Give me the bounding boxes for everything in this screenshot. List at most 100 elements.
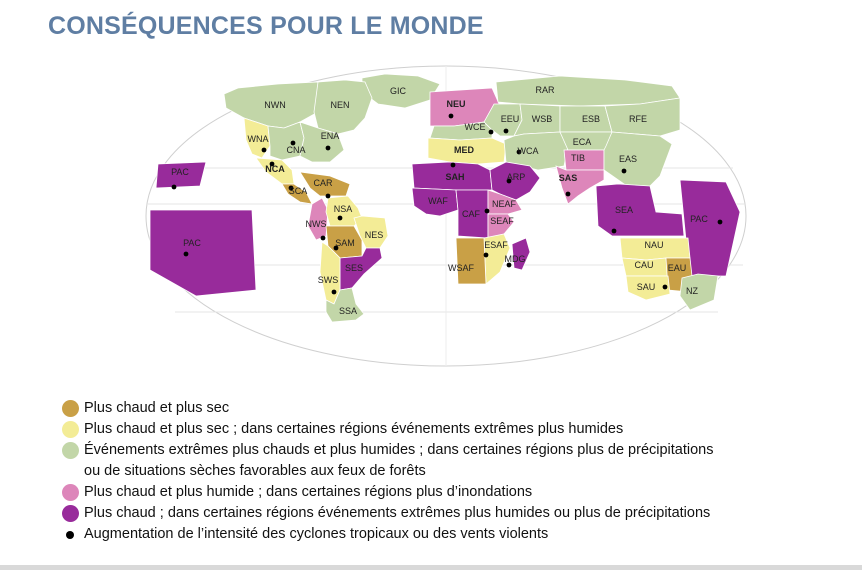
cyclone-dot-neu — [448, 113, 454, 119]
cyclone-dot-sws — [331, 289, 337, 295]
region-ssa — [325, 287, 365, 323]
legend-swatch-hot_dry_wet — [62, 421, 79, 438]
cyclone-dot-med — [450, 162, 456, 168]
legend: Plus chaud et plus sec Plus chaud et plus… — [62, 398, 852, 545]
legend-item: ou de situations sèches favorables aux f… — [62, 461, 852, 482]
world-map: GIC NWN NEN WNA CNA ENA NCA SCA CAR NWS NSA NES SAM S… — [145, 65, 747, 367]
region-sau — [625, 275, 671, 301]
region-label-neu: NEU — [446, 99, 465, 109]
region-label-wsaf: WSAF — [448, 263, 475, 273]
region-nws — [307, 197, 329, 241]
region-label-cna: CNA — [286, 145, 305, 155]
legend-swatch-hot — [62, 505, 79, 522]
region-label-sws: SWS — [318, 275, 339, 285]
legend-text: Plus chaud et plus sec ; dans certaines … — [84, 421, 624, 437]
region-nen — [313, 79, 373, 135]
cyclone-dot-sca — [288, 185, 294, 191]
region-label-pac: PAC — [171, 167, 189, 177]
legend-text: Plus chaud et plus humide ; dans certain… — [84, 484, 533, 500]
legend-item: Plus chaud et plus humide ; dans certain… — [62, 482, 852, 503]
cyclone-dot-sau — [662, 284, 668, 290]
legend-item: Plus chaud ; dans certaines régions évén… — [62, 503, 852, 524]
cyclone-dot-pac — [717, 219, 723, 225]
region-label-rfe: RFE — [629, 114, 647, 124]
cyclone-dot-sas — [565, 191, 571, 197]
region-label-pac: PAC — [690, 214, 708, 224]
region-ena — [299, 121, 345, 163]
region-label-tib: TIB — [571, 153, 585, 163]
legend-swatch-hot_dry — [62, 400, 79, 417]
region-label-ena: ENA — [321, 131, 340, 141]
region-label-pac: PAC — [183, 238, 201, 248]
region-label-nwn: NWN — [264, 100, 286, 110]
region-label-arp: ARP — [507, 172, 526, 182]
region-label-nen: NEN — [330, 100, 349, 110]
cyclone-dot-wca — [516, 149, 522, 155]
region-label-nau: NAU — [644, 240, 663, 250]
region-sea — [595, 183, 685, 237]
cyclone-dot-eas — [621, 168, 627, 174]
cyclone-dot-mdg — [506, 262, 512, 268]
cyclone-dot-wna — [261, 147, 267, 153]
legend-swatch-hot_wet — [62, 484, 79, 501]
legend-item: Événements extrêmes plus chauds et plus … — [62, 440, 852, 461]
cyclone-dot-car — [325, 193, 331, 199]
cyclone-dot-nsa — [337, 215, 343, 221]
region-label-sca: SCA — [289, 186, 308, 196]
region-seaf — [487, 213, 515, 239]
region-label-nes: NES — [365, 230, 384, 240]
cyclone-dot-nca — [269, 161, 275, 167]
legend-text: Événements extrêmes plus chauds et plus … — [84, 442, 714, 458]
cyclone-dot-nws — [320, 235, 326, 241]
cyclone-dot-pac — [183, 251, 189, 257]
region-labels-layer: GIC NWN NEN WNA CNA ENA NCA SCA CAR NWS NSA NES SAM S… — [171, 85, 708, 316]
region-label-wca: WCA — [518, 146, 539, 156]
legend-text: Plus chaud et plus sec — [84, 400, 230, 416]
region-pac — [149, 209, 257, 297]
legend-text: ou de situations sèches favorables aux f… — [84, 463, 426, 479]
region-label-caf: CAF — [462, 209, 481, 219]
region-label-eeu: EEU — [501, 114, 520, 124]
legend-text: Augmentation de l’intensité des cyclones… — [84, 526, 549, 542]
legend-item: Augmentation de l’intensité des cyclones… — [62, 524, 852, 545]
cyclone-dot-sea — [611, 228, 617, 234]
cyclone-dot-ena — [325, 145, 331, 151]
region-label-esb: ESB — [582, 114, 600, 124]
region-label-seaf: SEAF — [490, 216, 514, 226]
region-label-waf: WAF — [428, 196, 448, 206]
region-label-ssa: SSA — [339, 306, 357, 316]
region-label-nz: NZ — [686, 286, 698, 296]
cyclone-dot-eeu — [503, 128, 509, 134]
region-label-sas: SAS — [559, 173, 578, 183]
region-label-sea: SEA — [615, 205, 633, 215]
region-label-nsa: NSA — [334, 204, 353, 214]
region-wsaf — [455, 237, 487, 285]
region-label-nws: NWS — [306, 219, 327, 229]
cyclone-dot-swatch — [66, 531, 74, 539]
cyclone-dot-neaf — [484, 208, 490, 214]
cyclone-dot-esaf — [483, 252, 489, 258]
page-title: CONSÉQUENCES POUR LE MONDE — [48, 12, 484, 40]
region-arp — [489, 161, 541, 201]
regions-layer — [149, 73, 741, 323]
region-label-ses: SES — [345, 263, 363, 273]
region-label-mdg: MDG — [505, 254, 526, 264]
region-label-eau: EAU — [668, 263, 687, 273]
region-rar — [495, 75, 681, 107]
region-nz — [679, 273, 719, 311]
region-label-wce: WCE — [465, 122, 486, 132]
cyclone-dot-sam — [333, 245, 339, 251]
cyclone-dot-cna — [290, 140, 296, 146]
region-nwn — [223, 81, 323, 129]
region-label-wsb: WSB — [532, 114, 553, 124]
cyclone-dot-wce — [488, 129, 494, 135]
cyclone-dot-arp — [506, 178, 512, 184]
region-label-neaf: NEAF — [492, 199, 517, 209]
region-label-nca: NCA — [265, 164, 285, 174]
region-med — [427, 137, 507, 165]
legend-swatch-extremes — [62, 442, 79, 459]
region-label-car: CAR — [313, 178, 333, 188]
region-label-sah: SAH — [445, 172, 464, 182]
region-label-med: MED — [454, 145, 475, 155]
region-label-cau: CAU — [634, 260, 653, 270]
